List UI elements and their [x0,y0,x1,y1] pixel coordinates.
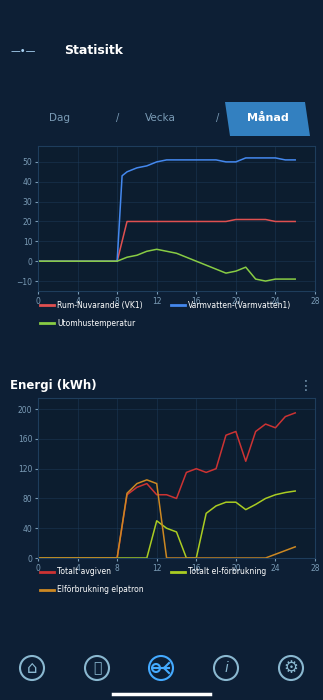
Text: Totalt el-förbrukning: Totalt el-förbrukning [188,568,266,577]
Text: ⋮: ⋮ [299,379,313,393]
Text: Totalt avgiven: Totalt avgiven [57,568,111,577]
Text: ⌂: ⌂ [27,659,37,677]
Text: /: / [216,113,220,123]
Text: Vecka: Vecka [145,113,175,123]
Polygon shape [225,102,310,136]
Text: ⌛: ⌛ [93,661,101,675]
Text: Statisitk: Statisitk [64,45,123,57]
Text: Elförbrukning elpatron: Elförbrukning elpatron [57,585,144,594]
Text: /: / [116,113,120,123]
Text: Månad: Månad [247,113,289,123]
Text: i: i [224,661,228,675]
Text: ⚙: ⚙ [284,659,298,677]
Text: Varmvatten-(Varmvatten1): Varmvatten-(Varmvatten1) [188,300,291,309]
Text: Rum-Nuvarande (VK1): Rum-Nuvarande (VK1) [57,300,143,309]
Text: Energi (kWh): Energi (kWh) [10,379,97,393]
Text: —•—: —•— [11,46,36,56]
Text: Utomhustemperatur: Utomhustemperatur [57,318,135,328]
Text: Dag: Dag [49,113,70,123]
